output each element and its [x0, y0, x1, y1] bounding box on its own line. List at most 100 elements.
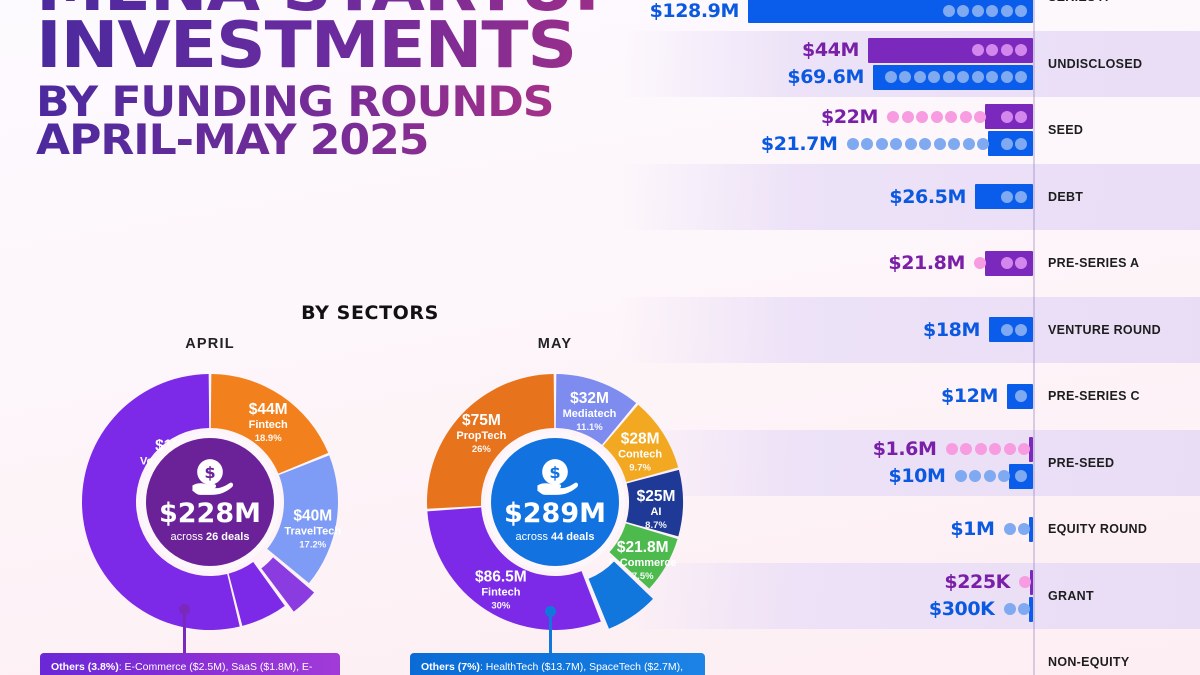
bar-value-label: $21.8M: [888, 252, 965, 275]
bar-row: $26.5M DEBT: [620, 163, 1200, 231]
svg-text:E-Commerce: E-Commerce: [609, 557, 677, 569]
donut-slice: [626, 469, 683, 537]
page-title: MENA STARTUP INVESTMENTS BY FUNDING ROUN…: [36, 0, 625, 161]
deal-dot: [928, 71, 940, 84]
svg-text:Mediatech: Mediatech: [563, 408, 617, 420]
bar-rect: [988, 131, 1034, 157]
deal-dot: [1000, 323, 1013, 336]
bar-row: $225K $300K GRANT: [620, 562, 1200, 630]
donut-slice: [555, 374, 637, 445]
deal-dot: [957, 4, 969, 17]
bar-row-bars: $26.5M: [620, 164, 1033, 231]
donut-hub: [140, 432, 280, 572]
bar-may: $1M: [620, 516, 1033, 542]
donut-slice: [210, 374, 329, 474]
round-label: VENTURE ROUND: [1048, 322, 1161, 337]
deal-dot: [998, 470, 1010, 483]
deal-dot: [1000, 44, 1013, 57]
svg-text:$86.5M: $86.5M: [475, 568, 527, 585]
bar-row-bars: $18M: [620, 297, 1033, 364]
deal-dot: [1000, 110, 1013, 123]
deal-dot: [1015, 390, 1027, 403]
donut-slice: [228, 562, 285, 626]
bar-row: $44M $69.6M UNDISCLOSED: [620, 30, 1200, 97]
bar-may: $10M: [620, 463, 1033, 489]
bar-value-label: $22M: [821, 105, 878, 128]
bar-value-label: $26.5M: [889, 185, 966, 208]
money-hand-icon: $: [192, 459, 234, 495]
deal-dot: [989, 443, 1001, 456]
may-callout-leader: [549, 612, 552, 656]
deal-dot: [1018, 443, 1030, 456]
svg-text:$44M: $44M: [249, 401, 288, 418]
svg-text:$: $: [204, 463, 215, 482]
bar-may: $12M: [620, 383, 1033, 409]
bar-row-bars: $225K $300K: [620, 563, 1033, 630]
deal-count-dots-inside: [1015, 390, 1033, 403]
bar-rect: [1029, 596, 1033, 622]
may-others-label: Others (7%): [421, 661, 480, 673]
donut-slice: [588, 561, 654, 629]
bar-value-label: $1M: [950, 518, 995, 541]
bar-may: $21.7M: [620, 131, 1034, 157]
title-line-2: INVESTMENTS: [36, 14, 641, 78]
bar-rect: [748, 0, 1033, 24]
deal-count-dots-inside: [1000, 190, 1034, 203]
donut-hub-deals: across 26 deals: [171, 531, 250, 543]
donut-hub-amount: $228M: [159, 498, 261, 529]
bar-row-bars: $1.6M $10M: [620, 430, 1033, 497]
deal-dot: [962, 137, 975, 150]
bar-value-label: $1.6M: [872, 438, 937, 461]
svg-text:Fintech: Fintech: [481, 586, 520, 598]
bar-may: $128.9M: [620, 0, 1033, 24]
bar-april: $225K: [620, 569, 1033, 595]
deal-dot: [930, 110, 943, 123]
deal-dot: [974, 110, 986, 123]
svg-text:$32M: $32M: [570, 390, 609, 407]
bar-rect: [1030, 569, 1033, 595]
deal-dot: [1015, 137, 1027, 150]
svg-text:$21.8M: $21.8M: [617, 539, 669, 556]
round-label: PRE-SERIES A: [1048, 256, 1140, 271]
svg-text:Contech: Contech: [618, 449, 662, 461]
deal-count-dots-inside: [1000, 323, 1034, 336]
deal-dot: [904, 137, 917, 150]
may-month-label: MAY: [537, 336, 573, 352]
donut-slice: [267, 455, 338, 584]
bar-row: $128M$128.9M SERIES A: [620, 0, 1200, 31]
bar-value-label: $300K: [928, 598, 995, 621]
deal-dot: [1018, 603, 1030, 616]
donut-slice: [427, 374, 555, 509]
svg-text:26%: 26%: [472, 444, 492, 455]
round-label: NON-EQUITY: [1048, 655, 1130, 670]
deal-dot: [969, 470, 981, 483]
deal-dot: [901, 110, 914, 123]
deal-dot: [933, 137, 946, 150]
deal-count-dots-outside: [974, 257, 986, 270]
may-donut-chart: MAY $32M Mediatech 11.1% $28M Contech 9.7% $25…: [405, 336, 705, 652]
donut-slice: [261, 557, 315, 612]
deal-dot: [884, 71, 897, 84]
deal-dot: [1015, 323, 1027, 336]
bar-value-label: $69.6M: [787, 66, 864, 89]
round-label: GRANT: [1048, 588, 1094, 603]
deal-dot: [945, 443, 958, 456]
bar-april: $21.8M: [620, 250, 1034, 276]
svg-text:7.5%: 7.5%: [632, 571, 654, 582]
deal-count-dots-inside: [1000, 257, 1034, 270]
bar-rect: [868, 37, 1033, 63]
bar-row-bars: $12M: [620, 363, 1033, 430]
deal-count-dots-inside: [1000, 110, 1034, 123]
deal-dot: [1000, 257, 1013, 270]
deal-dot: [916, 110, 928, 123]
svg-text:11.1%: 11.1%: [576, 422, 603, 433]
bar-row-bars: $22M $21.7M: [620, 97, 1033, 164]
bar-value-label: $44M: [802, 39, 859, 62]
bar-may: $69.6M: [620, 64, 1033, 90]
svg-text:9.7%: 9.7%: [629, 463, 651, 474]
deal-count-dots-inside: [1000, 137, 1034, 150]
